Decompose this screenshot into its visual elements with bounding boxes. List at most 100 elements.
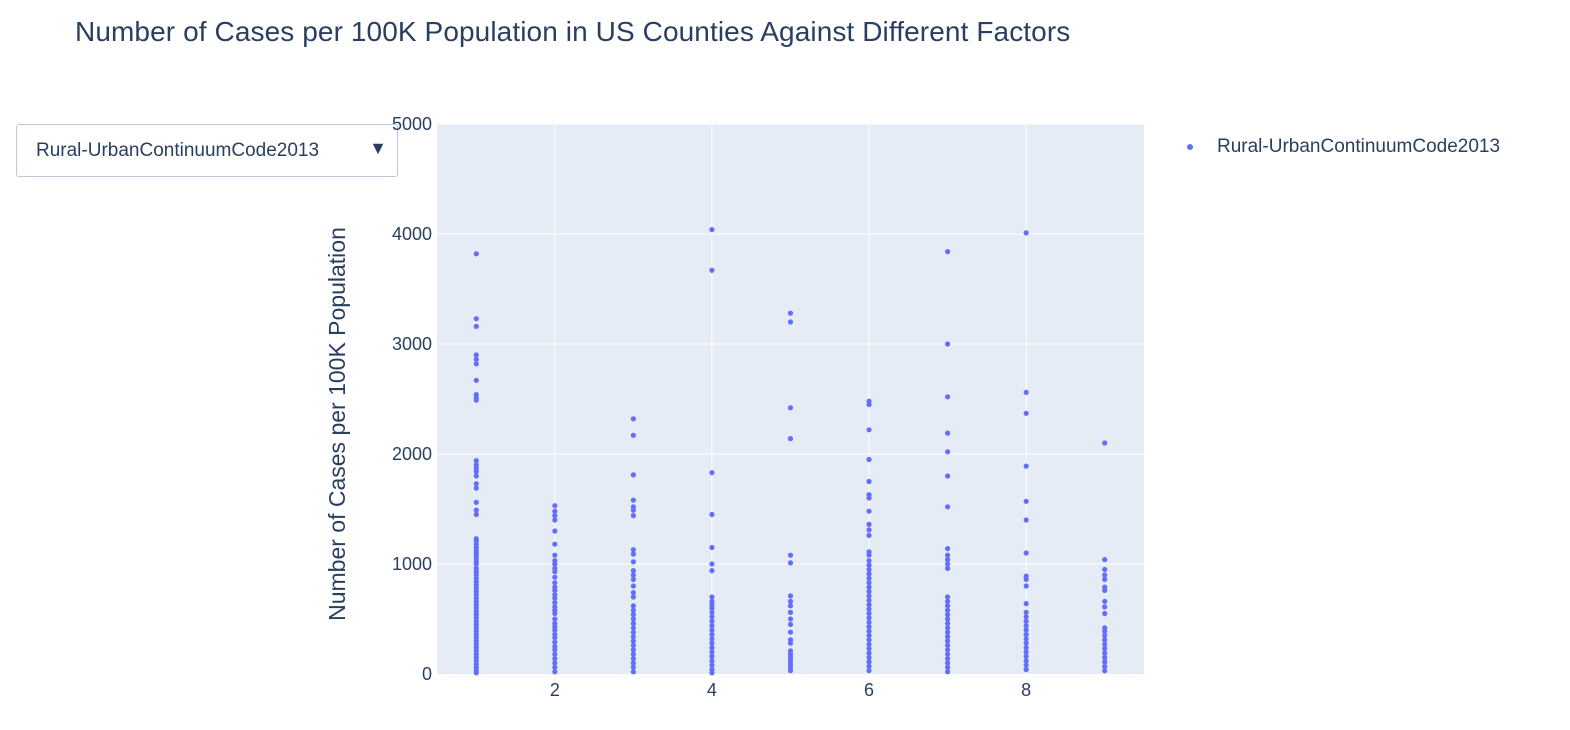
data-point: [630, 629, 636, 635]
data-point: [552, 517, 558, 523]
data-point: [473, 397, 479, 403]
data-point: [709, 640, 715, 646]
data-point: [945, 504, 951, 510]
data-point: [866, 615, 872, 621]
data-point: [1102, 628, 1108, 634]
data-point: [552, 541, 558, 547]
data-point: [630, 594, 636, 600]
data-point: [787, 560, 794, 566]
data-point: [1023, 653, 1029, 660]
data-point: [866, 558, 872, 564]
data-point: [630, 513, 636, 519]
data-point: [552, 587, 558, 594]
data-point: [709, 561, 715, 567]
data-point: [1023, 618, 1029, 624]
data-point: [866, 427, 872, 433]
data-point: [473, 511, 479, 518]
data-point: [787, 621, 794, 628]
data-point: [709, 568, 715, 574]
data-point: [552, 574, 558, 580]
data-point: [630, 559, 636, 565]
data-point: [1102, 572, 1108, 578]
data-point: [945, 629, 951, 635]
data-point: [866, 527, 872, 533]
data-point: [866, 668, 872, 674]
data-point: [630, 660, 636, 666]
data-point: [945, 341, 951, 347]
data-point: [1023, 576, 1029, 583]
data-point: [1102, 654, 1108, 661]
y-tick-label: 3000: [392, 334, 432, 354]
data-point: [787, 603, 794, 609]
data-point: [709, 627, 715, 633]
data-point: [1023, 667, 1029, 673]
data-point: [866, 508, 872, 514]
data-point: [1023, 230, 1029, 236]
data-point: [1102, 646, 1108, 652]
data-point: [1023, 636, 1029, 642]
data-point: [709, 653, 715, 660]
data-point: [709, 605, 715, 611]
data-point: [630, 432, 636, 438]
data-point: [630, 612, 636, 618]
data-point: [473, 361, 479, 367]
data-point: [945, 620, 951, 627]
data-point: [1023, 658, 1029, 664]
data-point: [552, 656, 558, 662]
data-point: [866, 650, 872, 656]
data-point: [473, 356, 479, 362]
data-point: [866, 602, 872, 608]
data-point: [945, 651, 951, 657]
axis-ticks: 0 1000 2000 3000 4000 5000 2 4 6 8: [392, 114, 1031, 700]
data-point: [787, 593, 794, 599]
data-point: [709, 670, 715, 676]
data-point: [552, 599, 558, 606]
data-point: [1102, 650, 1108, 656]
data-point: [787, 552, 794, 558]
data-point: [630, 647, 636, 653]
data-point: [709, 645, 715, 651]
data-point: [866, 562, 872, 568]
data-point: [630, 634, 636, 640]
data-point: [866, 584, 872, 590]
data-point: [473, 377, 479, 383]
data-point: [866, 566, 872, 573]
data-point: [630, 616, 636, 622]
data-point: [473, 323, 479, 329]
data-point: [630, 603, 636, 609]
data-point: [552, 580, 558, 586]
data-point: [787, 668, 794, 674]
legend[interactable]: Rural-UrbanContinuumCode2013: [1180, 136, 1500, 158]
data-point: [709, 614, 715, 620]
data-point: [552, 635, 558, 641]
data-point: [630, 572, 636, 578]
data-point: [1102, 576, 1108, 583]
data-point: [945, 430, 951, 436]
data-point: [866, 641, 872, 647]
data-point: [945, 557, 951, 563]
data-point: [1023, 627, 1029, 633]
data-point: [1102, 598, 1108, 605]
data-point: [866, 646, 872, 652]
data-point: [1023, 410, 1029, 416]
y-tick-label: 2000: [392, 444, 432, 464]
y-axis-label: Number of Cases per 100K Population: [324, 227, 350, 621]
data-point: [709, 623, 715, 629]
data-point: [1023, 609, 1029, 616]
data-point: [787, 405, 794, 411]
data-point: [552, 627, 558, 633]
data-point: [866, 663, 872, 669]
data-point: [630, 416, 636, 422]
data-point: [630, 669, 636, 675]
data-point: [1023, 517, 1029, 523]
data-point: [473, 499, 479, 505]
data-point: [552, 595, 558, 601]
data-point: [473, 458, 479, 464]
data-point: [1023, 662, 1029, 668]
data-point: [945, 607, 951, 613]
factor-dropdown[interactable]: Rural-UrbanContinuumCode2013 ▼: [16, 124, 398, 177]
data-point: [945, 598, 951, 605]
y-tick-label: 0: [422, 664, 432, 684]
data-point: [552, 664, 558, 671]
data-point: [866, 606, 872, 612]
